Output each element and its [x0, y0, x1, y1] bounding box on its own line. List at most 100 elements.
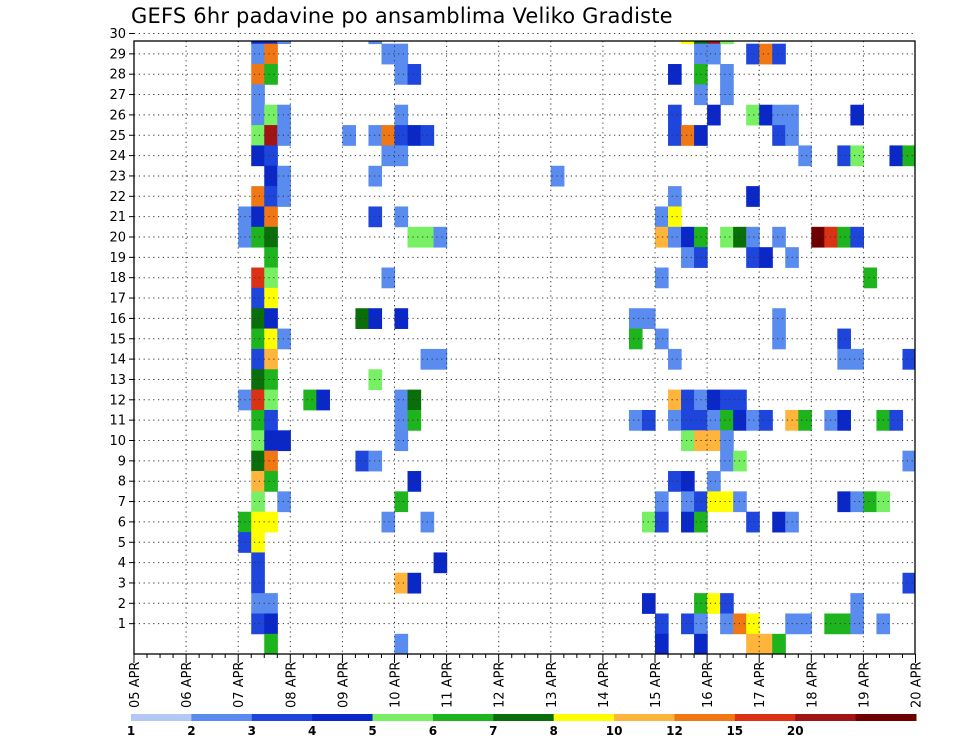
y-tick-label: 20: [109, 231, 126, 246]
heatmap-cell: [368, 308, 383, 329]
heatmap-cell: [837, 491, 851, 513]
heatmap-cell: [746, 43, 760, 65]
y-tick-label: 4: [118, 556, 126, 571]
heatmap-cell: [264, 125, 278, 146]
heatmap-cell: [863, 267, 878, 289]
colorbar-label: 15: [726, 724, 743, 738]
heatmap-cell: [772, 43, 786, 65]
x-tick-label: 18 APR: [805, 662, 820, 708]
y-tick-label: 11: [109, 414, 126, 429]
heatmap-cell: [902, 348, 915, 370]
heatmap-cell: [707, 43, 721, 65]
heatmap-cell: [681, 41, 695, 45]
heatmap-cell: [277, 104, 291, 126]
heatmap-cell: [681, 511, 695, 533]
heatmap-cell: [251, 369, 265, 391]
heatmap-cell: [394, 125, 409, 146]
colorbar-label: 5: [368, 724, 376, 738]
heatmap-cell: [772, 511, 786, 533]
heatmap-cell: [655, 267, 669, 289]
heatmap-cell: [668, 471, 682, 492]
heatmap-cell: [707, 593, 721, 614]
y-tick-label: 25: [109, 129, 126, 144]
heatmap-cell: [707, 104, 721, 126]
heatmap-cell: [720, 491, 734, 513]
heatmap-cell: [759, 104, 773, 126]
heatmap-cell: [759, 409, 773, 431]
heatmap-cell: [707, 471, 721, 492]
heatmap-cell: [251, 593, 265, 614]
heatmap-cell: [811, 226, 825, 248]
colorbar-swatch: [795, 714, 857, 721]
heatmap-cell: [798, 613, 812, 635]
heatmap-cell: [394, 308, 409, 329]
heatmap-cell: [746, 186, 760, 207]
x-tick-label: 07 APR: [232, 662, 247, 708]
colorbar-swatch: [432, 714, 494, 721]
heatmap-cell: [251, 328, 265, 350]
heatmap-cell: [251, 287, 265, 309]
heatmap-cell: [655, 491, 669, 513]
y-tick-label: 30: [109, 27, 126, 42]
heatmap-cell: [772, 125, 786, 146]
y-tick-label: 2: [118, 597, 126, 612]
y-tick-label: 21: [109, 210, 126, 225]
heatmap-cell: [720, 593, 734, 614]
heatmap-cell: [720, 84, 734, 106]
heatmap-cell: [264, 369, 278, 391]
heatmap-cell: [407, 471, 422, 492]
heatmap-cell: [850, 104, 865, 126]
heatmap-cell: [264, 287, 278, 309]
colorbar-label: 2: [187, 724, 195, 738]
heatmap-cell: [251, 430, 265, 452]
x-tick-label: 16 APR: [701, 662, 716, 708]
heatmap-cell: [381, 43, 396, 65]
heatmap-cell: [264, 104, 278, 126]
heatmap-cell: [251, 471, 265, 492]
heatmap-cell: [251, 226, 265, 248]
y-tick-label: 19: [109, 251, 126, 266]
heatmap-cell: [251, 348, 265, 370]
heatmap-cell: [850, 348, 865, 370]
heatmap-cell: [264, 613, 278, 635]
heatmap-cell: [655, 613, 669, 635]
heatmap-cell: [394, 389, 409, 411]
heatmap-cell: [837, 226, 851, 248]
colorbar-swatch: [372, 714, 434, 721]
colorbar-label: 8: [550, 724, 558, 738]
heatmap-cell: [394, 430, 409, 452]
heatmap-cell: [707, 430, 721, 452]
y-tick-label: 17: [109, 292, 126, 307]
heatmap-cell: [707, 389, 721, 411]
heatmap-cell: [251, 104, 265, 126]
heatmap-cell: [264, 41, 278, 45]
heatmap-cell: [798, 409, 812, 431]
y-tick-label: 18: [109, 271, 126, 286]
heatmap-cell: [681, 226, 695, 248]
heatmap-cell: [251, 572, 265, 594]
heatmap-cell: [850, 491, 865, 513]
heatmap-cell: [394, 491, 409, 513]
heatmap-cell: [837, 409, 851, 431]
colorbar-label: 3: [248, 724, 256, 738]
heatmap-cell: [251, 308, 265, 329]
heatmap-cell: [316, 389, 330, 411]
heatmap-cell: [277, 328, 291, 350]
heatmap-cell: [394, 409, 409, 431]
x-tick-label: 20 APR: [910, 662, 925, 708]
heatmap-cell: [681, 471, 695, 492]
heatmap-cell: [850, 613, 865, 635]
y-tick-label: 16: [109, 312, 126, 327]
y-tick-label: 3: [118, 576, 126, 591]
heatmap-cell: [889, 145, 904, 167]
heatmap-cell: [251, 532, 265, 553]
heatmap-cell: [264, 226, 278, 248]
colorbar-label: 20: [787, 724, 804, 738]
heatmap-cell: [837, 613, 851, 635]
y-tick-label: 22: [109, 190, 126, 205]
heatmap-cell: [681, 247, 695, 268]
heatmap-cell: [277, 125, 291, 146]
heatmap-cell: [264, 471, 278, 492]
heatmap-cell: [251, 389, 265, 411]
heatmap-cell: [264, 186, 278, 207]
